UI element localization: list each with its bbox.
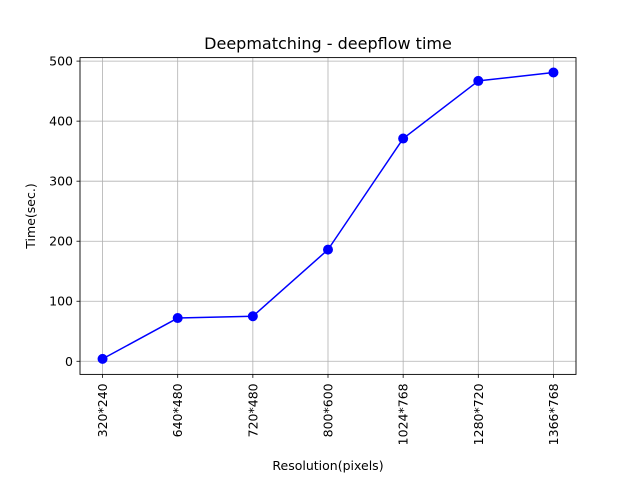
y-tick-label: 100: [49, 294, 73, 309]
data-point: [398, 133, 409, 144]
x-tick-label: 320*240: [95, 383, 110, 437]
grid: [80, 57, 576, 375]
x-tick-label: 1280*720: [471, 383, 486, 445]
x-tick-label: 720*480: [245, 383, 260, 437]
data-point: [323, 244, 333, 255]
x-tick-label: 1366*768: [546, 383, 561, 445]
x-tick-label: 640*480: [170, 383, 185, 437]
data-point: [247, 311, 258, 322]
y-tick-label: 200: [49, 234, 73, 249]
data-point: [548, 67, 559, 78]
y-tick-label: 0: [65, 354, 73, 369]
data-point: [473, 75, 484, 86]
y-tick-label: 500: [49, 54, 73, 69]
data-series: [97, 67, 559, 364]
x-tick-label: 800*600: [321, 383, 336, 437]
axis-ticks: 0 100 200 300 400 500 320*240 640*480 720*480 800…: [49, 54, 561, 446]
x-axis-label: Resolution(pixels): [272, 458, 383, 473]
y-tick-label: 400: [49, 114, 73, 129]
y-tick-label: 300: [49, 174, 73, 189]
data-point: [172, 313, 183, 324]
data-point: [97, 353, 108, 364]
y-axis-label: Time(sec.): [23, 183, 38, 249]
x-tick-label: 1024*768: [396, 383, 411, 445]
chart-title: Deepmatching - deepflow time: [204, 34, 452, 53]
